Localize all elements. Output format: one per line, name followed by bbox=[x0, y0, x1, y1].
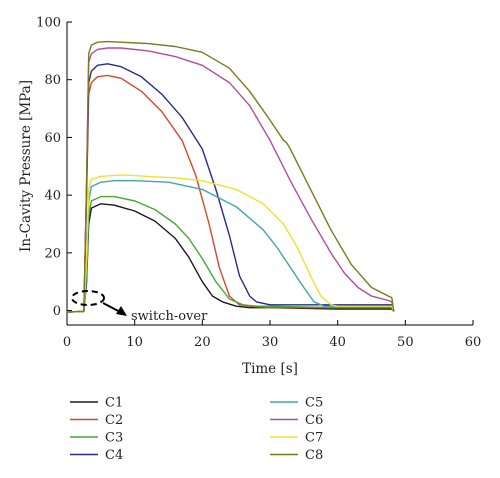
x-tick-label: 40 bbox=[329, 335, 346, 350]
y-tick-label: 100 bbox=[36, 16, 61, 31]
legend-label-c7: C7 bbox=[305, 431, 323, 446]
y-axis: 0 20 40 60 80 100 bbox=[36, 16, 72, 319]
x-tick-label: 30 bbox=[262, 335, 279, 350]
x-tick-label: 60 bbox=[465, 335, 482, 350]
x-tick-label: 0 bbox=[63, 335, 71, 350]
x-axis: 0 10 20 30 40 50 60 bbox=[63, 320, 481, 350]
legend-label-c4: C4 bbox=[105, 448, 123, 463]
y-tick-label: 60 bbox=[44, 131, 61, 146]
x-tick-label: 10 bbox=[126, 335, 143, 350]
legend-label-c8: C8 bbox=[305, 448, 323, 463]
series-line-c5 bbox=[66, 179, 395, 313]
legend-label-c1: C1 bbox=[105, 396, 123, 411]
x-tick-label: 50 bbox=[397, 335, 414, 350]
x-axis-label: Time [s] bbox=[242, 361, 298, 377]
series-line-c6 bbox=[66, 47, 395, 313]
legend-label-c3: C3 bbox=[105, 431, 123, 446]
legend-label-c6: C6 bbox=[305, 413, 323, 428]
series-line-c4 bbox=[66, 63, 395, 313]
series-line-c8 bbox=[66, 40, 395, 313]
series-line-c7 bbox=[66, 174, 395, 313]
annotation-label: switch-over bbox=[131, 309, 208, 324]
switch-over-marker bbox=[71, 290, 105, 306]
x-tick-label: 20 bbox=[194, 335, 211, 350]
y-tick-label: 20 bbox=[44, 246, 61, 261]
series-line-c3 bbox=[66, 195, 395, 313]
legend: C1 C2 C3 C4 C5 C6 C7 C8 bbox=[70, 396, 323, 463]
switch-over-annotation: switch-over bbox=[71, 290, 208, 324]
plot-frame bbox=[66, 22, 473, 326]
legend-label-c5: C5 bbox=[305, 396, 323, 411]
y-axis-label: In-Cavity Pressure [MPa] bbox=[18, 80, 34, 252]
arrowhead bbox=[116, 306, 127, 316]
y-tick-label: 40 bbox=[44, 189, 61, 204]
series-line-c2 bbox=[66, 74, 395, 313]
legend-label-c2: C2 bbox=[105, 413, 123, 428]
series-line-c1 bbox=[66, 203, 395, 313]
y-tick-label: 80 bbox=[44, 73, 61, 88]
series-lines bbox=[66, 40, 395, 313]
y-tick-label: 0 bbox=[53, 304, 61, 319]
